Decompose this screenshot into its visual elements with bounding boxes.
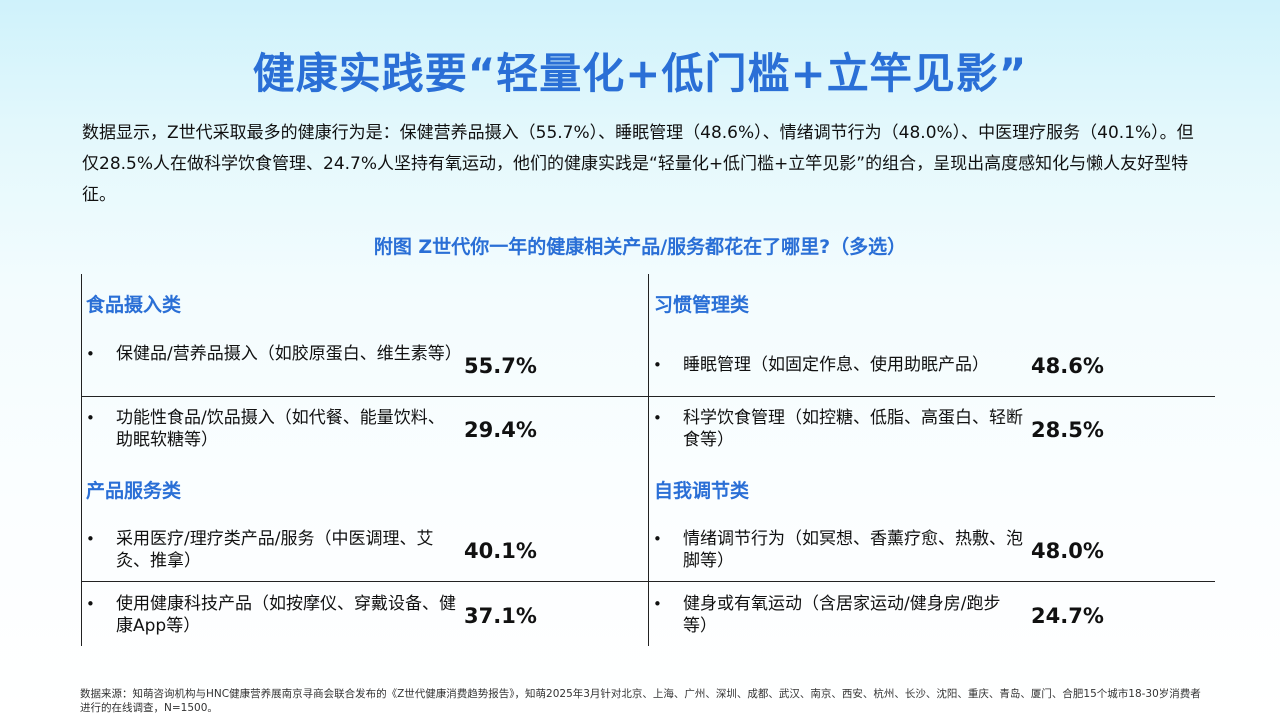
bullet-marker: •: [86, 409, 95, 427]
bullet-marker: •: [653, 356, 662, 374]
category-food-intake: 食品摄入类: [86, 294, 182, 316]
bullet-marker: •: [653, 530, 662, 548]
bullet-marker: •: [86, 595, 95, 613]
item-label: 科学饮食管理（如控糖、低脂、高蛋白、轻断食等）: [683, 408, 1023, 450]
data-source-note: 数据来源：知萌咨询机构与HNC健康营养展南京寻商会联合发布的《Z世代健康消费趋势…: [80, 688, 1201, 714]
list-item: • 健身或有氧运动（含居家运动/健身房/跑步等） 24.7%: [653, 593, 1113, 653]
list-item: • 情绪调节行为（如冥想、香薰疗愈、热敷、泡脚等） 48.0%: [653, 528, 1113, 588]
row-divider-top: [82, 396, 1215, 397]
item-label: 功能性食品/饮品摄入（如代餐、能量饮料、助眠软糖等）: [116, 408, 445, 450]
item-percentage: 28.5%: [1031, 418, 1104, 442]
item-label: 采用医疗/理疗类产品/服务（中医调理、艾灸、推拿）: [116, 529, 434, 571]
category-self-regulation: 自我调节类: [654, 480, 750, 502]
item-percentage: 48.6%: [1031, 354, 1104, 378]
list-item: • 功能性食品/饮品摄入（如代餐、能量饮料、助眠软糖等） 29.4%: [86, 407, 546, 467]
item-percentage: 37.1%: [464, 604, 537, 628]
category-product-service: 产品服务类: [86, 480, 182, 502]
item-percentage: 29.4%: [464, 418, 537, 442]
bullet-marker: •: [86, 530, 95, 548]
item-percentage: 48.0%: [1031, 539, 1104, 563]
item-percentage: 24.7%: [1031, 604, 1104, 628]
item-label: 保健品/营养品摄入（如胶原蛋白、维生素等）: [116, 344, 462, 364]
item-label: 睡眠管理（如固定作息、使用助眠产品）: [683, 355, 989, 375]
figure-caption: 附图 Z世代你一年的健康相关产品/服务都花在了哪里?（多选）: [373, 236, 907, 258]
item-label: 情绪调节行为（如冥想、香薰疗愈、热敷、泡脚等）: [683, 529, 1023, 571]
page-title: 健康实践要“轻量化+低门槛+立竿见影”: [252, 49, 1028, 98]
item-percentage: 55.7%: [464, 354, 537, 378]
item-percentage: 40.1%: [464, 539, 537, 563]
list-item: • 保健品/营养品摄入（如胶原蛋白、维生素等） 55.7%: [86, 343, 546, 403]
row-divider-bottom: [82, 581, 1215, 582]
center-divider-line: [648, 274, 649, 646]
bullet-marker: •: [653, 595, 662, 613]
item-label: 健身或有氧运动（含居家运动/健身房/跑步等）: [683, 594, 1001, 636]
list-item: • 睡眠管理（如固定作息、使用助眠产品） 48.6%: [653, 354, 1113, 414]
list-item: • 使用健康科技产品（如按摩仪、穿戴设备、健康App等） 37.1%: [86, 593, 546, 653]
category-habit-management: 习惯管理类: [654, 294, 750, 316]
list-item: • 科学饮食管理（如控糖、低脂、高蛋白、轻断食等） 28.5%: [653, 407, 1113, 467]
left-border-line: [81, 274, 82, 646]
item-label: 使用健康科技产品（如按摩仪、穿戴设备、健康App等）: [116, 594, 456, 636]
bullet-marker: •: [653, 409, 662, 427]
bullet-marker: •: [86, 345, 95, 363]
list-item: • 采用医疗/理疗类产品/服务（中医调理、艾灸、推拿） 40.1%: [86, 528, 546, 588]
intro-paragraph: 数据显示，Z世代采取最多的健康行为是：保健营养品摄入（55.7%）、睡眠管理（4…: [82, 123, 1194, 205]
